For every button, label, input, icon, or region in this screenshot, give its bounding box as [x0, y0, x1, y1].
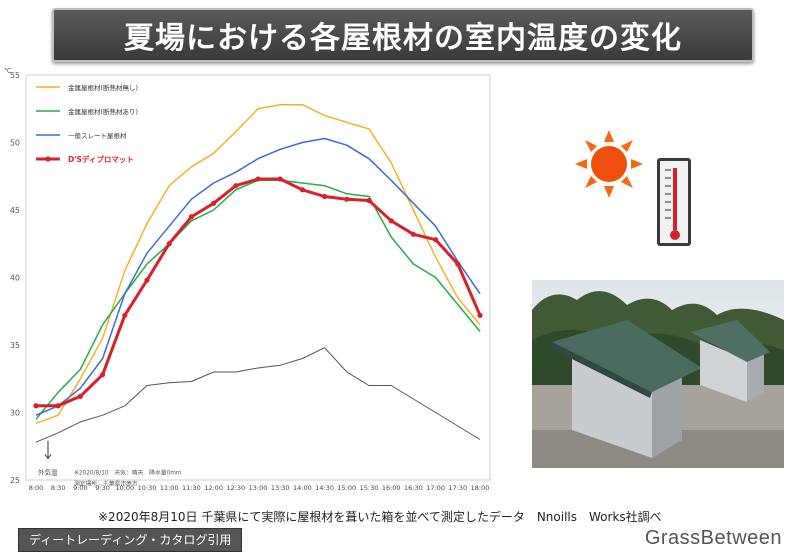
legend-label: D'Sディプロマット: [68, 154, 134, 164]
x-tick-label: 9:30: [95, 484, 110, 490]
y-tick-label: 50: [10, 139, 20, 148]
data-point: [55, 403, 61, 409]
sun-icon: [575, 130, 643, 198]
thermometer-icon: [657, 158, 691, 246]
annotation-label: 外気温: [38, 468, 58, 477]
x-tick-label: 14:30: [315, 484, 334, 490]
weather-illustration: [575, 128, 705, 252]
x-tick-label: 16:00: [382, 484, 401, 490]
test-boxes-photo: [532, 280, 784, 468]
data-point: [366, 197, 372, 204]
data-point: [388, 218, 394, 224]
series-line: [36, 177, 482, 408]
data-point: [410, 231, 416, 237]
series-line: [35, 179, 481, 420]
outdoor-annotation: 外気温: [38, 440, 58, 477]
note-line: 測定場所：千葉県市原市: [74, 480, 138, 488]
legend: 金属屋根材(断熱材無し) 金属屋根材(断熱材あり) 一般スレート屋根材 D'Sディプロ…: [36, 83, 138, 164]
data-point: [144, 277, 150, 283]
x-tick-label: 8:30: [51, 484, 66, 490]
y-tick-label: 30: [10, 409, 20, 418]
x-tick-label: 10:30: [138, 484, 157, 490]
x-tick-label: 8:00: [29, 484, 44, 490]
x-tick-label: 18:00: [471, 484, 490, 490]
data-point: [211, 200, 217, 206]
legend-label: 金属屋根材(断熱材無し): [68, 83, 138, 92]
x-tick-label: 15:00: [337, 484, 356, 490]
page-title: 夏場における各屋根材の室内温度の変化: [124, 21, 682, 56]
y-tick-label: 25: [10, 476, 20, 485]
data-point: [277, 176, 283, 182]
source-label: ディートレーディング・カタログ引用: [18, 528, 243, 552]
y-tick-label: 35: [10, 341, 20, 350]
data-point: [477, 312, 483, 318]
x-axis-ticks: 8:00 8:30 9:00 9:30 10:00 10:30 11:00 11:30 12:0…: [29, 484, 490, 490]
x-tick-label: 14:00: [293, 484, 312, 490]
data-point: [100, 372, 106, 378]
legend-label: 一般スレート屋根材: [68, 131, 127, 140]
data-point: [344, 196, 350, 202]
x-tick-label: 11:00: [160, 484, 179, 490]
x-tick-label: 17:30: [448, 484, 467, 490]
series-line: [35, 347, 481, 443]
x-tick-label: 10:00: [115, 484, 134, 490]
plot-border: [25, 74, 491, 481]
data-point: [188, 214, 194, 220]
data-point: [255, 176, 261, 182]
data-point: [299, 187, 305, 193]
x-tick-label: 12:00: [204, 484, 223, 490]
x-tick-label: 17:00: [426, 484, 445, 490]
data-point: [455, 261, 461, 267]
series-line: [35, 137, 481, 416]
brand-logo: GrassBetween: [644, 527, 782, 549]
y-axis-ticks: ℃ 25 30 35 40 45 50 55: [4, 67, 20, 485]
arrow-head: [44, 454, 52, 460]
title-banner: 夏場における各屋根材の室内温度の変化: [52, 8, 754, 62]
x-tick-label: 9:00: [73, 484, 88, 490]
x-tick-label: 11:30: [182, 484, 201, 490]
data-point: [33, 403, 39, 409]
y-tick-label: 55: [10, 71, 20, 80]
x-tick-label: 16:30: [404, 484, 423, 490]
series-lines: [33, 103, 483, 443]
x-tick-label: 13:00: [249, 484, 268, 490]
data-point: [122, 312, 128, 318]
data-point: [322, 193, 328, 200]
temperature-chart: ℃ 25 30 35 40 45 50 55 8:00 8:30 9:00 9:30 10:00 10:…: [4, 67, 491, 490]
data-point: [166, 241, 172, 247]
x-tick-label: 12:30: [226, 484, 245, 490]
footnote: ※2020年8月10日 千葉県にて実際に屋根材を葺いた箱を並べて測定したデータ …: [98, 510, 662, 524]
x-tick-label: 15:30: [360, 484, 379, 490]
series-line: [35, 103, 481, 425]
note-line: ※2020/8/10 天気：晴天 降水量0mm: [74, 469, 182, 477]
measurement-notes: ※2020/8/10 天気：晴天 降水量0mm測定場所：千葉県市原市測定方法：発…: [74, 469, 182, 488]
y-tick-label: 45: [10, 206, 20, 215]
legend-marker: [45, 156, 51, 162]
test-box-small: [690, 320, 770, 402]
y-unit-label: ℃: [4, 67, 12, 75]
chart-frame: [25, 74, 491, 481]
x-tick-label: 13:30: [271, 484, 290, 490]
legend-label: 金属屋根材(断熱材あり): [68, 107, 138, 116]
data-point: [433, 237, 439, 243]
data-point: [233, 183, 239, 189]
test-box-large: [550, 320, 702, 458]
y-tick-label: 40: [10, 274, 20, 283]
data-point: [77, 393, 83, 399]
